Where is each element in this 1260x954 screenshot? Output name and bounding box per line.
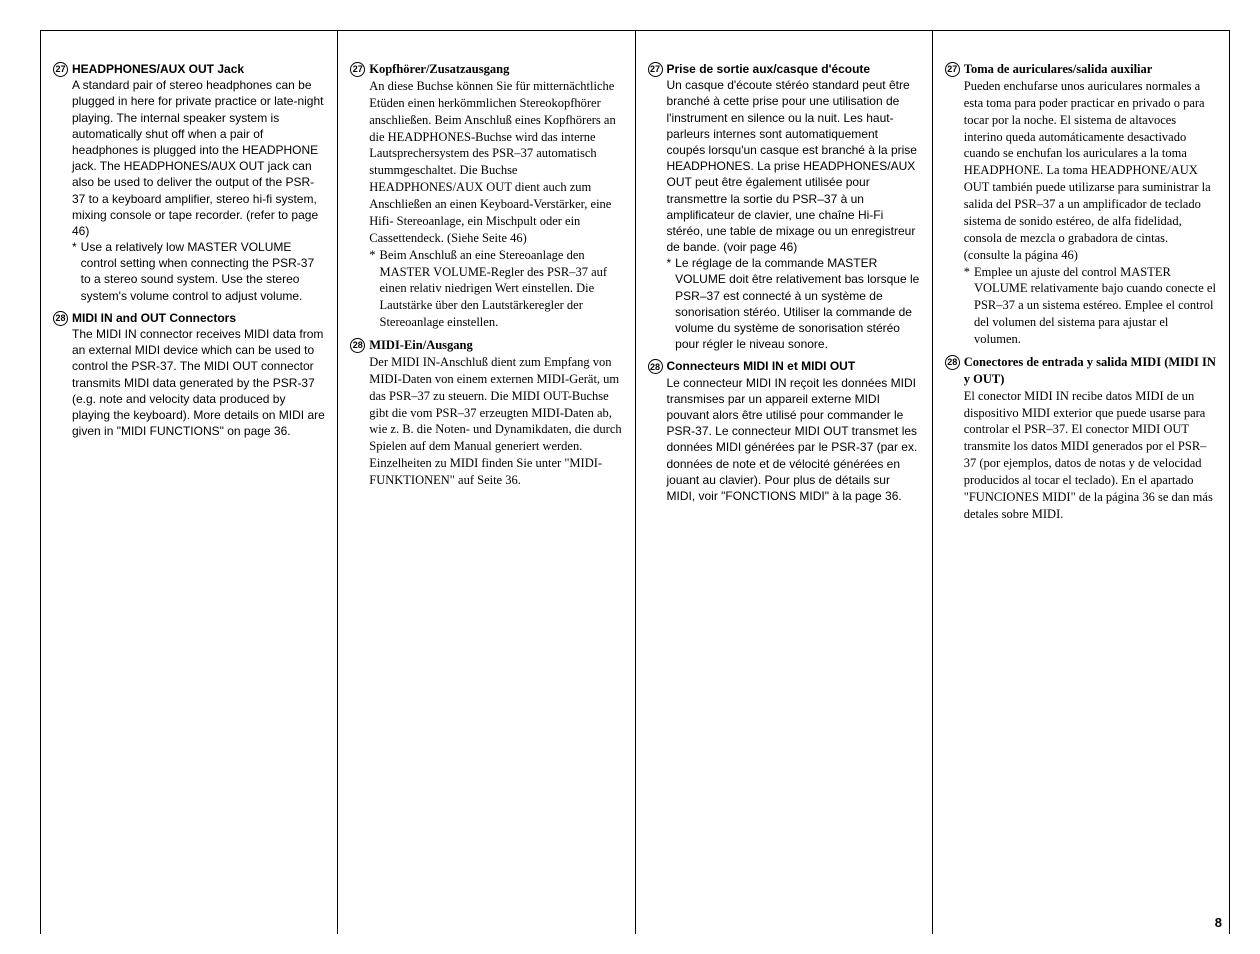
section-number-icon: 28 <box>945 355 960 370</box>
section-number-icon: 28 <box>648 359 663 374</box>
asterisk-icon: * <box>667 255 672 352</box>
section-headphones-fr: 27 Prise de sortie aux/casque d'écoute U… <box>648 61 920 352</box>
section-title: Toma de auriculares/salida auxiliar <box>964 61 1153 78</box>
section-title: HEADPHONES/AUX OUT Jack <box>72 61 244 77</box>
section-body: An diese Buchse können Sie für mitternäc… <box>369 78 622 247</box>
column-english: 27 HEADPHONES/AUX OUT Jack A standard pa… <box>40 31 337 934</box>
subnote-text: Beim Anschluß an eine Stereoanlage den M… <box>380 247 623 331</box>
subnote-text: Emplee un ajuste del control MASTER VOLU… <box>974 264 1217 348</box>
column-german: 27 Kopfhörer/Zusatzausgang An diese Buch… <box>337 31 634 934</box>
section-subnote: * Emplee un ajuste del control MASTER VO… <box>964 264 1217 348</box>
section-subnote: * Use a relatively low MASTER VOLUME con… <box>72 239 325 304</box>
section-title: Connecteurs MIDI IN et MIDI OUT <box>667 358 856 374</box>
section-body: Pueden enchufarse unos auriculares norma… <box>964 78 1217 264</box>
section-body: Der MIDI IN-Anschluß dient zum Empfang v… <box>369 354 622 489</box>
section-number-icon: 28 <box>53 311 68 326</box>
section-number-icon: 27 <box>945 62 960 77</box>
asterisk-icon: * <box>964 264 970 348</box>
section-midi-es: 28 Conectores de entrada y salida MIDI (… <box>945 354 1217 523</box>
section-body: A standard pair of stereo headphones can… <box>72 77 325 239</box>
section-midi-fr: 28 Connecteurs MIDI IN et MIDI OUT Le co… <box>648 358 920 504</box>
section-headphones-es: 27 Toma de auriculares/salida auxiliar P… <box>945 61 1217 348</box>
asterisk-icon: * <box>369 247 375 331</box>
section-title: Prise de sortie aux/casque d'écoute <box>667 61 871 77</box>
section-title: Kopfhörer/Zusatzausgang <box>369 61 509 78</box>
section-body: The MIDI IN connector receives MIDI data… <box>72 326 325 439</box>
column-spanish: 27 Toma de auriculares/salida auxiliar P… <box>932 31 1230 934</box>
section-midi-de: 28 MIDI-Ein/Ausgang Der MIDI IN-Anschluß… <box>350 337 622 489</box>
section-title: Conectores de entrada y salida MIDI (MID… <box>964 354 1217 388</box>
asterisk-icon: * <box>72 239 77 304</box>
section-number-icon: 27 <box>648 62 663 77</box>
section-subnote: * Beim Anschluß an eine Stereoanlage den… <box>369 247 622 331</box>
section-midi-en: 28 MIDI IN and OUT Connectors The MIDI I… <box>53 310 325 440</box>
manual-page: 27 HEADPHONES/AUX OUT Jack A standard pa… <box>40 30 1230 934</box>
section-number-icon: 27 <box>53 62 68 77</box>
page-number: 8 <box>1215 915 1222 930</box>
section-headphones-en: 27 HEADPHONES/AUX OUT Jack A standard pa… <box>53 61 325 304</box>
section-body: Un casque d'écoute stéréo standard peut … <box>667 77 920 255</box>
section-body: El conector MIDI IN recibe datos MIDI de… <box>964 388 1217 523</box>
column-french: 27 Prise de sortie aux/casque d'écoute U… <box>635 31 932 934</box>
section-title: MIDI-Ein/Ausgang <box>369 337 473 354</box>
subnote-text: Use a relatively low MASTER VOLUME contr… <box>81 239 326 304</box>
section-headphones-de: 27 Kopfhörer/Zusatzausgang An diese Buch… <box>350 61 622 331</box>
section-body: Le connecteur MIDI IN reçoit les données… <box>667 375 920 505</box>
column-container: 27 HEADPHONES/AUX OUT Jack A standard pa… <box>40 31 1230 934</box>
section-number-icon: 27 <box>350 62 365 77</box>
section-title: MIDI IN and OUT Connectors <box>72 310 236 326</box>
subnote-text: Le réglage de la commande MASTER VOLUME … <box>675 255 920 352</box>
section-number-icon: 28 <box>350 338 365 353</box>
section-subnote: * Le réglage de la commande MASTER VOLUM… <box>667 255 920 352</box>
